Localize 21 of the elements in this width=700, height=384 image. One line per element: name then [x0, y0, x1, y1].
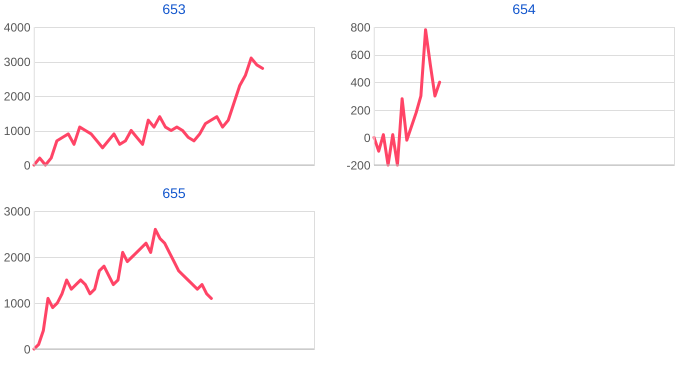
y-tick-label: 2000 — [4, 250, 31, 264]
line-series — [32, 56, 264, 166]
y-tick-label: 1000 — [4, 124, 31, 138]
line-series — [32, 228, 213, 350]
y-tick-label: 0 — [24, 342, 31, 356]
chart-title: 655 — [162, 185, 186, 201]
y-tick-label: 1000 — [4, 296, 31, 310]
y-tick-label: 200 — [350, 103, 371, 118]
y-tick-label: -200 — [346, 158, 371, 172]
chart-title: 653 — [162, 1, 186, 17]
y-tick-label: 4000 — [4, 20, 31, 34]
y-tick-label: 400 — [350, 76, 371, 90]
y-tick-label: 2000 — [4, 90, 31, 104]
y-tick-label: 0 — [24, 158, 31, 172]
y-tick-label: 600 — [350, 48, 371, 62]
y-tick-label: 3000 — [4, 204, 31, 218]
y-tick-label: 0 — [364, 130, 371, 145]
chart-title: 654 — [512, 1, 536, 17]
y-tick-label: 800 — [350, 20, 371, 34]
line-series — [372, 28, 442, 166]
y-tick-label: 3000 — [4, 55, 31, 69]
